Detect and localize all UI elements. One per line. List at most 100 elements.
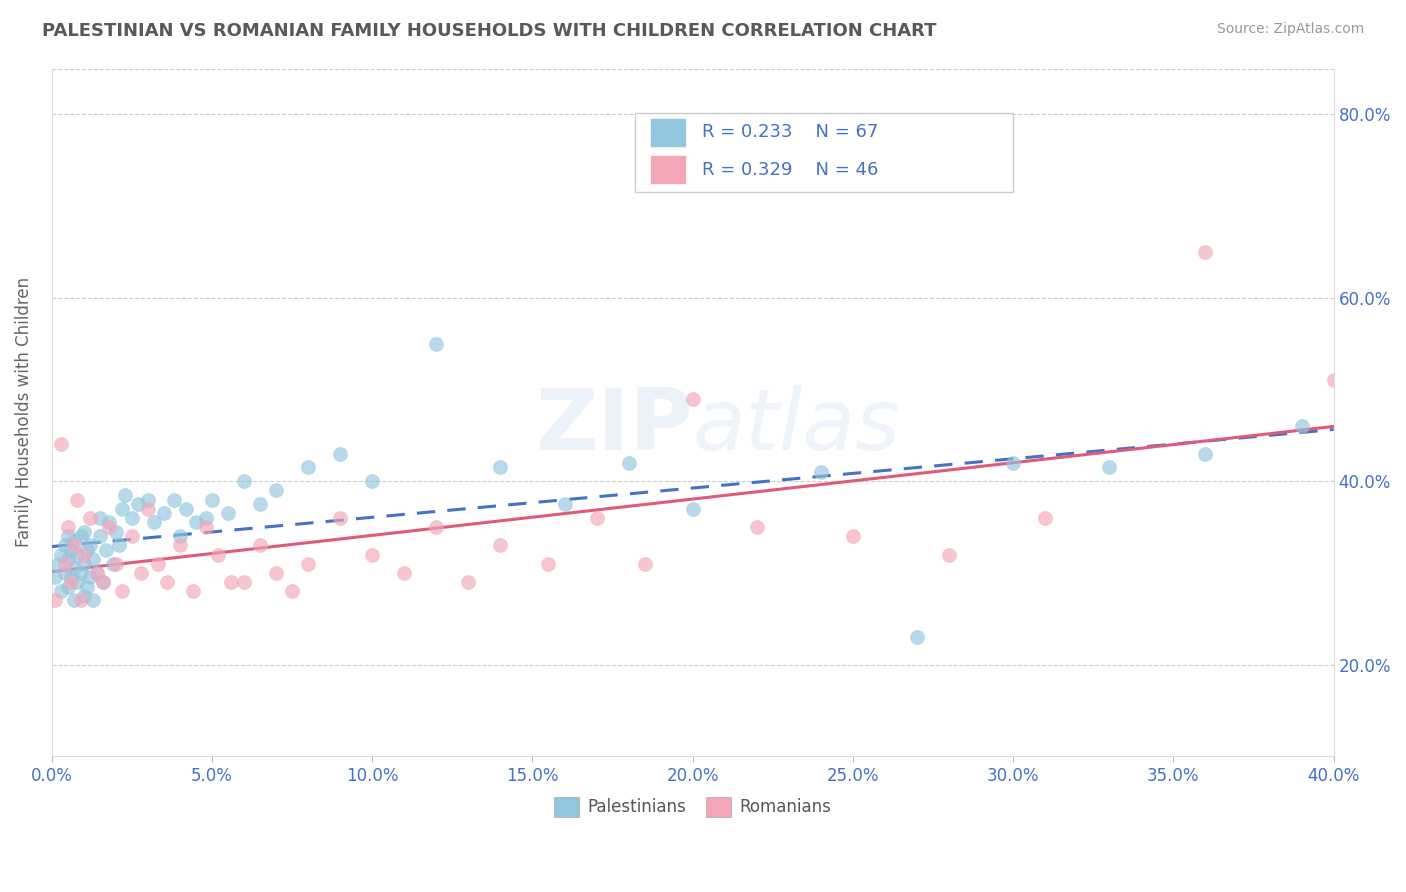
Point	[1194, 244, 1216, 259]
Point	[842, 529, 865, 543]
Point	[76, 543, 98, 558]
Point	[114, 488, 136, 502]
Point	[905, 630, 928, 644]
Point	[297, 460, 319, 475]
Point	[51, 584, 73, 599]
Point	[79, 570, 101, 584]
Point	[329, 447, 352, 461]
Point	[63, 538, 86, 552]
Point	[1098, 460, 1121, 475]
Point	[745, 520, 768, 534]
Point	[617, 456, 640, 470]
Point	[156, 575, 179, 590]
Point	[56, 529, 79, 543]
Point	[1194, 447, 1216, 461]
Point	[219, 575, 242, 590]
Point	[264, 566, 287, 580]
Point	[249, 497, 271, 511]
Point	[217, 506, 239, 520]
Point	[108, 538, 131, 552]
Point	[91, 575, 114, 590]
Point	[44, 593, 66, 607]
FancyBboxPatch shape	[636, 113, 1014, 193]
Point	[86, 566, 108, 580]
Point	[73, 524, 96, 539]
Point	[101, 557, 124, 571]
Point	[96, 543, 118, 558]
Point	[53, 557, 76, 571]
Y-axis label: Family Households with Children: Family Households with Children	[15, 277, 32, 548]
Point	[281, 584, 304, 599]
Point	[56, 552, 79, 566]
Point	[361, 548, 384, 562]
Point	[121, 511, 143, 525]
Point	[69, 566, 91, 580]
Point	[46, 557, 69, 571]
Point	[264, 483, 287, 498]
Point	[53, 566, 76, 580]
Point	[329, 511, 352, 525]
Point	[111, 501, 134, 516]
Point	[104, 557, 127, 571]
Point	[79, 511, 101, 525]
Point	[73, 589, 96, 603]
Text: atlas: atlas	[693, 384, 901, 467]
Point	[59, 570, 82, 584]
Point	[104, 524, 127, 539]
Point	[1291, 419, 1313, 434]
Point	[153, 506, 176, 520]
Point	[121, 529, 143, 543]
Point	[1002, 456, 1025, 470]
Point	[51, 548, 73, 562]
Point	[169, 529, 191, 543]
Point	[63, 593, 86, 607]
Point	[181, 584, 204, 599]
Point	[489, 460, 512, 475]
Point	[56, 580, 79, 594]
Point	[233, 474, 256, 488]
Point	[489, 538, 512, 552]
Point	[682, 501, 704, 516]
Point	[82, 552, 104, 566]
Point	[457, 575, 479, 590]
Point	[82, 593, 104, 607]
Point	[111, 584, 134, 599]
Point	[69, 593, 91, 607]
Point	[207, 548, 229, 562]
Point	[682, 392, 704, 406]
Text: Source: ZipAtlas.com: Source: ZipAtlas.com	[1216, 22, 1364, 37]
Point	[44, 570, 66, 584]
Point	[1323, 373, 1346, 387]
Point	[63, 561, 86, 575]
Point	[66, 575, 89, 590]
Point	[297, 557, 319, 571]
Point	[66, 492, 89, 507]
Point	[98, 516, 121, 530]
Point	[810, 465, 832, 479]
Point	[361, 474, 384, 488]
Point	[98, 520, 121, 534]
Point	[537, 557, 560, 571]
Point	[66, 548, 89, 562]
Point	[249, 538, 271, 552]
Point	[73, 548, 96, 562]
Text: R = 0.329    N = 46: R = 0.329 N = 46	[702, 161, 877, 178]
Point	[131, 566, 153, 580]
Point	[146, 557, 169, 571]
Point	[136, 492, 159, 507]
Text: PALESTINIAN VS ROMANIAN FAMILY HOUSEHOLDS WITH CHILDREN CORRELATION CHART: PALESTINIAN VS ROMANIAN FAMILY HOUSEHOLD…	[42, 22, 936, 40]
Point	[425, 336, 447, 351]
Point	[194, 511, 217, 525]
Point	[56, 520, 79, 534]
Point	[184, 516, 207, 530]
Point	[176, 501, 198, 516]
Text: R = 0.233    N = 67: R = 0.233 N = 67	[702, 123, 877, 142]
Point	[89, 511, 111, 525]
Point	[194, 520, 217, 534]
Point	[553, 497, 575, 511]
Point	[51, 437, 73, 451]
Point	[233, 575, 256, 590]
Point	[91, 575, 114, 590]
Point	[1033, 511, 1056, 525]
Legend: Palestinians, Romanians: Palestinians, Romanians	[547, 790, 838, 823]
